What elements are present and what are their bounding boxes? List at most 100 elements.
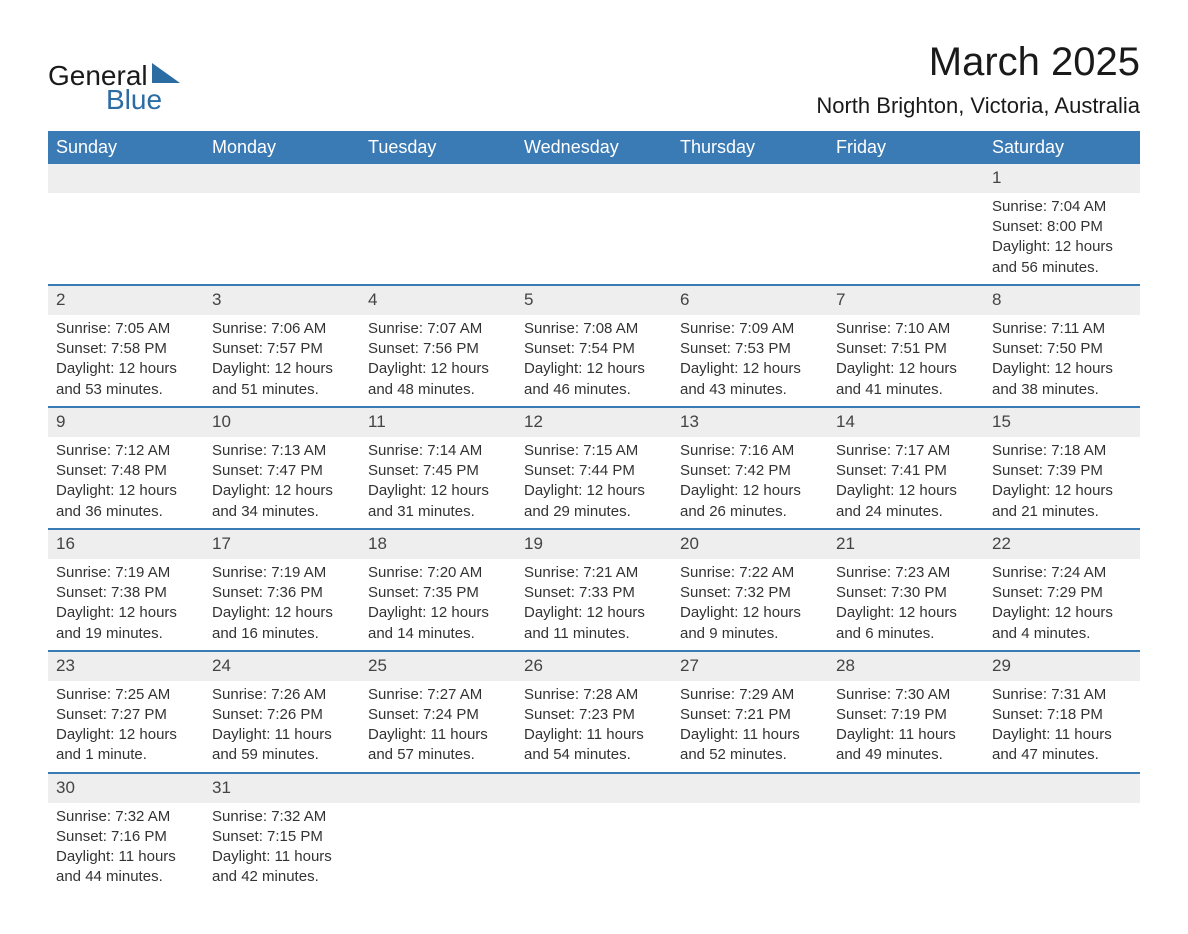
- day-number-cell: 21: [828, 529, 984, 559]
- sunset-text: Sunset: 7:27 PM: [56, 705, 196, 725]
- sunset-text: Sunset: 7:19 PM: [836, 705, 976, 725]
- day-number-cell: 11: [360, 407, 516, 437]
- daylight-text: Daylight: 11 hours and 57 minutes.: [368, 725, 508, 766]
- daylight-text: Daylight: 12 hours and 6 minutes.: [836, 603, 976, 644]
- day-number-cell: 13: [672, 407, 828, 437]
- sunrise-text: Sunrise: 7:19 AM: [56, 563, 196, 583]
- sunset-text: Sunset: 7:47 PM: [212, 461, 352, 481]
- day-number-row: 1: [48, 164, 1140, 193]
- sunset-text: Sunset: 7:35 PM: [368, 583, 508, 603]
- day-details-cell: [516, 193, 672, 285]
- day-number-cell: 1: [984, 164, 1140, 193]
- sunset-text: Sunset: 7:54 PM: [524, 339, 664, 359]
- sunset-text: Sunset: 7:38 PM: [56, 583, 196, 603]
- day-details-cell: Sunrise: 7:32 AMSunset: 7:15 PMDaylight:…: [204, 803, 360, 894]
- sunrise-text: Sunrise: 7:13 AM: [212, 441, 352, 461]
- daylight-text: Daylight: 11 hours and 59 minutes.: [212, 725, 352, 766]
- sunrise-text: Sunrise: 7:19 AM: [212, 563, 352, 583]
- page-title: March 2025: [816, 40, 1140, 85]
- day-number-cell: 9: [48, 407, 204, 437]
- day-details-cell: Sunrise: 7:10 AMSunset: 7:51 PMDaylight:…: [828, 315, 984, 407]
- day-details-row: Sunrise: 7:12 AMSunset: 7:48 PMDaylight:…: [48, 437, 1140, 529]
- sunset-text: Sunset: 8:00 PM: [992, 217, 1132, 237]
- day-number-cell: [516, 773, 672, 803]
- day-number-cell: [360, 773, 516, 803]
- sunrise-text: Sunrise: 7:17 AM: [836, 441, 976, 461]
- day-details-cell: Sunrise: 7:26 AMSunset: 7:26 PMDaylight:…: [204, 681, 360, 773]
- daylight-text: Daylight: 12 hours and 4 minutes.: [992, 603, 1132, 644]
- weekday-header: Saturday: [984, 131, 1140, 164]
- day-details-cell: Sunrise: 7:19 AMSunset: 7:36 PMDaylight:…: [204, 559, 360, 651]
- day-number-cell: 28: [828, 651, 984, 681]
- sunset-text: Sunset: 7:18 PM: [992, 705, 1132, 725]
- daylight-text: Daylight: 11 hours and 49 minutes.: [836, 725, 976, 766]
- day-details-cell: Sunrise: 7:19 AMSunset: 7:38 PMDaylight:…: [48, 559, 204, 651]
- day-details-cell: [360, 193, 516, 285]
- sunset-text: Sunset: 7:33 PM: [524, 583, 664, 603]
- sunrise-text: Sunrise: 7:20 AM: [368, 563, 508, 583]
- day-details-row: Sunrise: 7:32 AMSunset: 7:16 PMDaylight:…: [48, 803, 1140, 894]
- day-number-row: 3031: [48, 773, 1140, 803]
- daylight-text: Daylight: 12 hours and 41 minutes.: [836, 359, 976, 400]
- day-number-cell: [828, 773, 984, 803]
- day-number-cell: 14: [828, 407, 984, 437]
- day-number-cell: 30: [48, 773, 204, 803]
- sunset-text: Sunset: 7:29 PM: [992, 583, 1132, 603]
- daylight-text: Daylight: 12 hours and 31 minutes.: [368, 481, 508, 522]
- day-details-cell: [828, 193, 984, 285]
- day-number-cell: 23: [48, 651, 204, 681]
- sunset-text: Sunset: 7:53 PM: [680, 339, 820, 359]
- day-number-row: 23242526272829: [48, 651, 1140, 681]
- day-details-cell: Sunrise: 7:15 AMSunset: 7:44 PMDaylight:…: [516, 437, 672, 529]
- sunrise-text: Sunrise: 7:16 AM: [680, 441, 820, 461]
- day-number-row: 16171819202122: [48, 529, 1140, 559]
- sunset-text: Sunset: 7:45 PM: [368, 461, 508, 481]
- daylight-text: Daylight: 12 hours and 38 minutes.: [992, 359, 1132, 400]
- day-number-cell: 4: [360, 285, 516, 315]
- sunrise-text: Sunrise: 7:26 AM: [212, 685, 352, 705]
- day-details-cell: [984, 803, 1140, 894]
- sunset-text: Sunset: 7:26 PM: [212, 705, 352, 725]
- daylight-text: Daylight: 11 hours and 52 minutes.: [680, 725, 820, 766]
- sunset-text: Sunset: 7:30 PM: [836, 583, 976, 603]
- day-number-cell: 20: [672, 529, 828, 559]
- day-number-row: 2345678: [48, 285, 1140, 315]
- sunset-text: Sunset: 7:50 PM: [992, 339, 1132, 359]
- sunrise-text: Sunrise: 7:29 AM: [680, 685, 820, 705]
- day-details-cell: [828, 803, 984, 894]
- weekday-header: Sunday: [48, 131, 204, 164]
- day-details-cell: Sunrise: 7:29 AMSunset: 7:21 PMDaylight:…: [672, 681, 828, 773]
- daylight-text: Daylight: 12 hours and 11 minutes.: [524, 603, 664, 644]
- sunrise-text: Sunrise: 7:24 AM: [992, 563, 1132, 583]
- page-subtitle: North Brighton, Victoria, Australia: [816, 93, 1140, 119]
- daylight-text: Daylight: 12 hours and 56 minutes.: [992, 237, 1132, 278]
- sunrise-text: Sunrise: 7:06 AM: [212, 319, 352, 339]
- day-details-cell: Sunrise: 7:08 AMSunset: 7:54 PMDaylight:…: [516, 315, 672, 407]
- day-details-cell: Sunrise: 7:16 AMSunset: 7:42 PMDaylight:…: [672, 437, 828, 529]
- day-number-cell: [828, 164, 984, 193]
- day-number-cell: 17: [204, 529, 360, 559]
- day-details-cell: Sunrise: 7:21 AMSunset: 7:33 PMDaylight:…: [516, 559, 672, 651]
- weekday-header: Friday: [828, 131, 984, 164]
- sunset-text: Sunset: 7:58 PM: [56, 339, 196, 359]
- day-details-cell: Sunrise: 7:24 AMSunset: 7:29 PMDaylight:…: [984, 559, 1140, 651]
- day-details-cell: [204, 193, 360, 285]
- calendar-body: 1Sunrise: 7:04 AMSunset: 8:00 PMDaylight…: [48, 164, 1140, 894]
- day-details-cell: Sunrise: 7:14 AMSunset: 7:45 PMDaylight:…: [360, 437, 516, 529]
- weekday-header: Monday: [204, 131, 360, 164]
- sunrise-text: Sunrise: 7:23 AM: [836, 563, 976, 583]
- day-details-cell: Sunrise: 7:17 AMSunset: 7:41 PMDaylight:…: [828, 437, 984, 529]
- day-details-cell: [672, 803, 828, 894]
- day-number-cell: [204, 164, 360, 193]
- weekday-header: Wednesday: [516, 131, 672, 164]
- sunset-text: Sunset: 7:42 PM: [680, 461, 820, 481]
- sunrise-text: Sunrise: 7:04 AM: [992, 197, 1132, 217]
- day-number-cell: 19: [516, 529, 672, 559]
- daylight-text: Daylight: 12 hours and 51 minutes.: [212, 359, 352, 400]
- sunset-text: Sunset: 7:15 PM: [212, 827, 352, 847]
- day-number-cell: [984, 773, 1140, 803]
- sunrise-text: Sunrise: 7:05 AM: [56, 319, 196, 339]
- sunset-text: Sunset: 7:16 PM: [56, 827, 196, 847]
- daylight-text: Daylight: 12 hours and 19 minutes.: [56, 603, 196, 644]
- logo-text-blue: Blue: [106, 84, 162, 116]
